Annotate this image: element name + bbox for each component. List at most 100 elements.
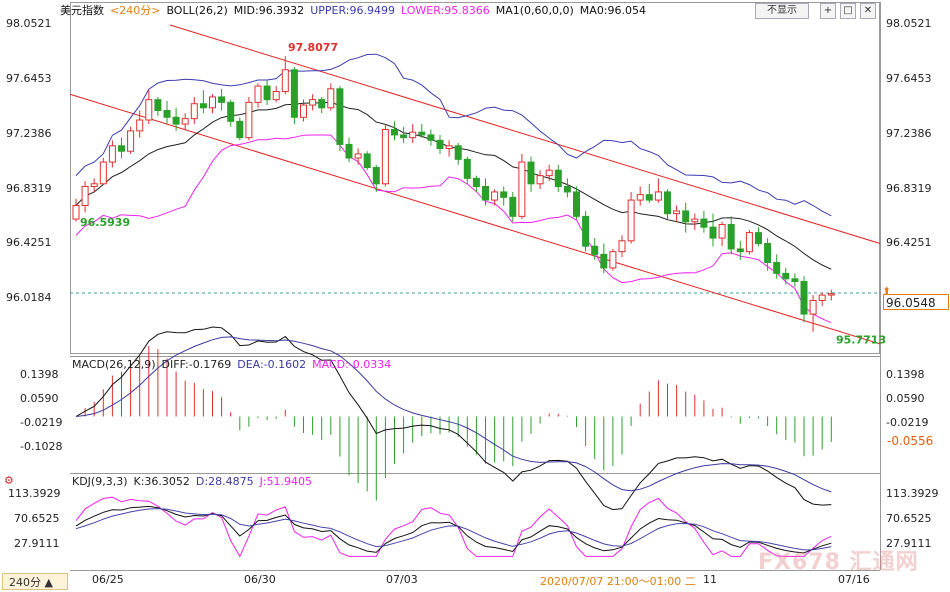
candle-body (472, 177, 480, 187)
candle-body (691, 218, 699, 223)
candle-body (290, 69, 298, 118)
macd-diff: DIFF:-0.1769 (161, 358, 232, 371)
candle-body (736, 248, 744, 253)
candle-body (727, 223, 735, 250)
candle-body (491, 191, 499, 201)
close-icon[interactable]: ✕ (860, 3, 876, 19)
maximize-icon[interactable]: □ (840, 3, 856, 19)
kdj-j: J:51.9405 (259, 475, 313, 488)
candle-body (372, 166, 380, 185)
boll-upper-line (75, 53, 832, 217)
kdj-axis-right-1: 70.6525 (886, 512, 932, 525)
candle-body (281, 69, 289, 92)
add-icon[interactable]: + (820, 3, 836, 19)
candle-body (700, 218, 708, 228)
candle-body (108, 145, 116, 163)
candle-body (718, 223, 726, 239)
candle-body (545, 169, 553, 177)
x-label-0: 06/25 (92, 573, 124, 586)
candle-body (509, 196, 517, 217)
candle-body (400, 134, 408, 139)
candle-body (72, 204, 80, 220)
price-axis-right-4: 96.4251 (886, 236, 932, 249)
watermark: FX678 汇通网 (758, 550, 919, 575)
kdj-d-line (75, 508, 832, 551)
candle-body (363, 153, 371, 168)
candle-body (327, 88, 335, 109)
candle-body (682, 210, 690, 223)
price-marker-icon: ⬆ (882, 285, 892, 298)
kdj-axis-left-1: 70.6525 (14, 512, 60, 525)
candle-body (272, 90, 280, 101)
candle-body (664, 191, 671, 215)
candle-body (573, 191, 580, 217)
main-header: 美元指数 <240分> BOLL(26,2) MID:96.3932 UPPER:96.… (60, 3, 652, 19)
channel-upper-line (169, 24, 881, 244)
boll-label: BOLL(26,2) (166, 4, 228, 17)
lower-label: LOWER:95.8366 (400, 4, 490, 17)
candle-body (782, 272, 790, 280)
candle-body (800, 280, 808, 315)
macd-header: MACD(26,12,9) DIFF:-0.1769 DEA:-0.1602 MACD… (72, 357, 397, 373)
kdj-k: K:36.3052 (133, 475, 190, 488)
candle-body (345, 143, 353, 159)
kdj-k-line (75, 505, 832, 554)
candle-body (791, 278, 799, 282)
mid-label: MID:96.3932 (233, 4, 305, 17)
macd-axis-left-1: 0.0590 (20, 392, 59, 405)
symbol-label: 美元指数 (60, 4, 104, 17)
kdj-title: KDJ(9,3,3) (72, 475, 128, 488)
candle-body (809, 299, 817, 315)
macd-dea-line (75, 336, 832, 493)
price-axis-left-1: 97.6453 (6, 72, 52, 85)
candle-body (764, 242, 772, 263)
annotation-low-end: 95.7713 (836, 334, 886, 347)
macd-current-box: -0.0556 (887, 434, 934, 448)
candle-body (445, 145, 453, 149)
kdj-header: KDJ(9,3,3) K:36.3052 D:28.4875 J:51.9405 (72, 474, 318, 490)
candle-body (609, 251, 617, 269)
candle-body (773, 261, 781, 274)
candle-body (418, 131, 426, 136)
kdj-j-line (75, 496, 832, 558)
hide-button[interactable]: 不显示 (755, 3, 809, 19)
price-axis-right-3: 96.8319 (886, 182, 932, 195)
x-label-1: 06/30 (244, 573, 276, 586)
candle-body (463, 158, 471, 179)
x-label-4: 11 (703, 573, 717, 586)
timeframe-button[interactable]: 240分 ▲ (2, 573, 68, 590)
candle-body (154, 99, 162, 111)
current-price-box: 96.0548 (883, 294, 949, 310)
kdj-axis-right-0: 113.3929 (886, 487, 939, 500)
price-axis-right-1: 97.6453 (886, 72, 932, 85)
gear-icon[interactable]: ⚙ (4, 474, 14, 487)
candle-body (336, 88, 344, 145)
candle-body (554, 169, 562, 187)
candle-body (563, 185, 571, 193)
candle-body (436, 139, 444, 149)
candle-body (627, 199, 635, 242)
macd-axis-left-3: -0.1028 (20, 440, 63, 453)
upper-label: UPPER:96.9499 (310, 4, 395, 17)
candle-body (263, 85, 271, 101)
candle-body (636, 194, 644, 201)
candle-body (309, 99, 317, 106)
candle-body (409, 131, 417, 139)
candle-body (300, 104, 307, 118)
macd-diff-line (75, 326, 832, 511)
candle-body (654, 191, 662, 201)
candle-body (163, 109, 171, 118)
candle-body (482, 185, 489, 201)
ma0-label: MA0:96.054 (579, 4, 647, 17)
candle-body (90, 183, 98, 187)
kdj-axis-left-0: 113.3929 (8, 487, 61, 500)
price-axis-right-2: 97.2386 (886, 127, 932, 140)
price-axis-right-0: 98.0521 (886, 17, 932, 30)
period-label: <240分> (110, 4, 161, 17)
candle-body (536, 175, 544, 185)
price-axis-left-0: 98.0521 (6, 17, 52, 30)
macd-axis-right-1: 0.0590 (886, 392, 925, 405)
candle-body (227, 101, 235, 122)
price-axis-left-2: 97.2386 (6, 127, 52, 140)
